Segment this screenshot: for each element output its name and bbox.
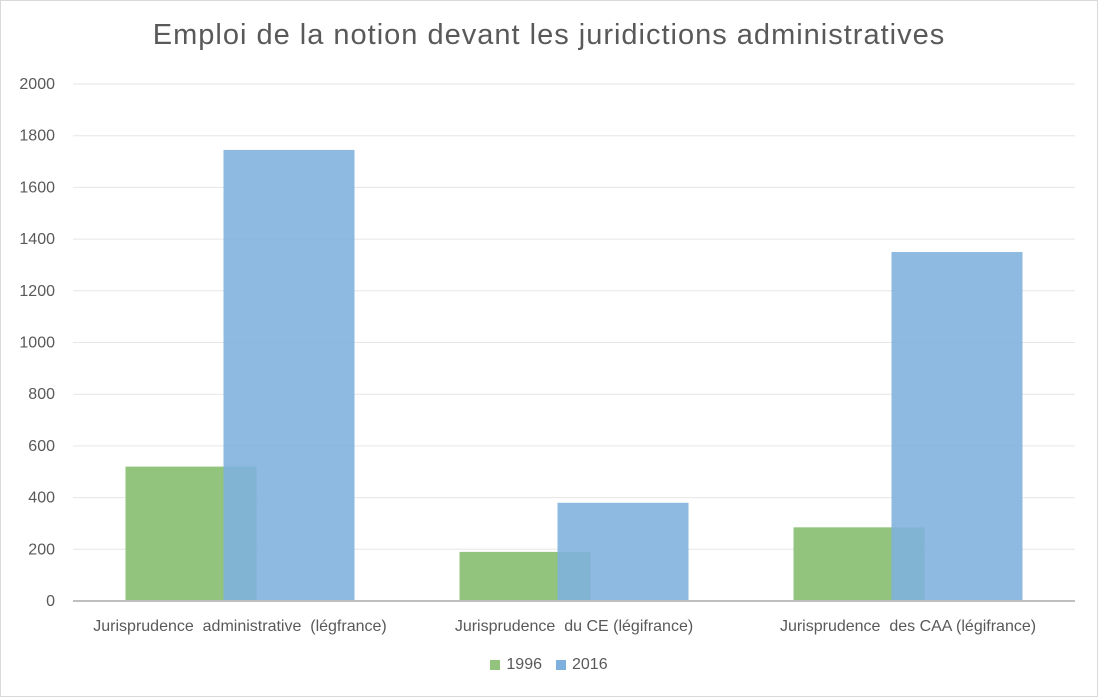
y-tick-label: 0 xyxy=(46,593,55,610)
y-tick-label: 200 xyxy=(28,541,55,558)
y-tick-label: 600 xyxy=(28,438,55,455)
y-tick-label: 1200 xyxy=(19,283,55,300)
y-tick-label: 1800 xyxy=(19,128,55,145)
legend-label-2016: 2016 xyxy=(572,656,608,673)
y-tick-label: 1400 xyxy=(19,231,55,248)
bar-2016-3 xyxy=(891,252,1023,601)
legend: 1996 2016 xyxy=(1,656,1097,674)
legend-swatch-1996 xyxy=(490,660,501,670)
legend-swatch-2016 xyxy=(556,660,566,670)
bar-2016-1 xyxy=(223,149,355,602)
x-category-label: Jurisprudence des CAA (légifrance) xyxy=(780,618,1036,635)
chart-title: Emploi de la notion devant les juridicti… xyxy=(152,19,946,51)
y-tick-label: 400 xyxy=(28,490,55,507)
x-category-label: Jurisprudence administrative (légfrance) xyxy=(93,618,386,635)
y-tick-label: 800 xyxy=(28,386,55,403)
y-tick-label: 1600 xyxy=(19,179,55,196)
y-tick-label: 2000 xyxy=(19,76,55,93)
legend-label-1996: 1996 xyxy=(506,656,542,673)
legend-item-1996: 1996 xyxy=(490,656,542,674)
legend-item-2016: 2016 xyxy=(556,656,608,674)
y-tick-label: 1000 xyxy=(19,335,55,352)
x-category-label: Jurisprudence du CE (légifrance) xyxy=(455,618,693,635)
bar-2016-2 xyxy=(557,502,689,601)
